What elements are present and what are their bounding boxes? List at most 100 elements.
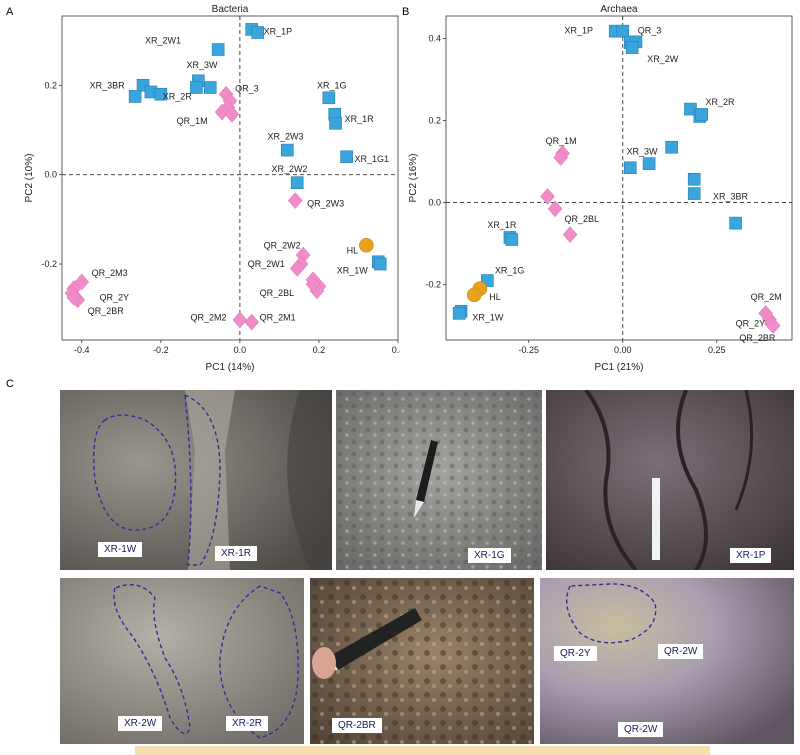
point-label: XR_1W bbox=[472, 312, 504, 322]
data-point-diamond bbox=[232, 311, 248, 329]
point-label: QR_2BL bbox=[564, 214, 599, 224]
x-tick-label: 0.2 bbox=[313, 345, 326, 355]
data-point-square bbox=[642, 157, 656, 170]
x-tick-label: 0.4 bbox=[392, 345, 400, 355]
photo-label: QR-2W bbox=[618, 722, 664, 737]
photo-label: XR-2R bbox=[226, 716, 269, 731]
x-tick-label: 0.0 bbox=[234, 345, 247, 355]
point-label: XR_2R bbox=[163, 91, 193, 101]
photo-label: QR-2BR bbox=[332, 718, 382, 733]
data-point-diamond bbox=[540, 188, 555, 205]
y-tick-label: -0.2 bbox=[425, 280, 441, 290]
point-label: XR_1P bbox=[564, 25, 593, 35]
y-tick-label: 0.0 bbox=[44, 170, 57, 180]
plot-frame bbox=[445, 15, 793, 341]
point-label: XR_3BR bbox=[90, 80, 126, 90]
photo-label: QR-2Y bbox=[554, 646, 597, 661]
point-label: QR_2Y bbox=[100, 293, 130, 303]
point-label: XR_3BR bbox=[713, 191, 749, 201]
data-point-square bbox=[505, 233, 519, 246]
data-point-square bbox=[616, 24, 630, 38]
data-point-square bbox=[695, 108, 709, 121]
point-label: QR_2M2 bbox=[190, 313, 226, 323]
bacteria-pca-chart: Bacteria -0.4 -0.2 0.0 0.2 0.4 -0.2 0.0 0.2 PC1 (… bbox=[24, 4, 400, 373]
x-axis-label: PC1 (21%) bbox=[595, 362, 644, 373]
point-label: HL bbox=[489, 292, 501, 302]
point-label: QR_2Y bbox=[736, 319, 766, 329]
photo-xr-2w-2r: XR-2W XR-2R bbox=[60, 578, 304, 744]
photo-label: XR-1G bbox=[468, 548, 511, 563]
data-point-square bbox=[322, 91, 336, 105]
data-point-diamond bbox=[214, 103, 230, 121]
y-axis-label: PC2 (10%) bbox=[24, 154, 35, 203]
point-label: XR_1G bbox=[317, 80, 347, 90]
photo-xr-1w-1r: XR-1W XR-1R bbox=[60, 390, 332, 570]
point-label: QR_2M1 bbox=[260, 313, 296, 323]
data-point-circle bbox=[359, 237, 374, 253]
rock-texture bbox=[60, 390, 332, 570]
data-point-square bbox=[729, 216, 742, 230]
point-label: XR_1R bbox=[345, 114, 375, 124]
data-point-square bbox=[687, 172, 701, 186]
data-point-circle bbox=[466, 287, 482, 303]
data-point-square bbox=[290, 176, 304, 189]
data-point-square bbox=[665, 140, 678, 154]
data-point-square bbox=[623, 161, 637, 175]
point-label: XR_3W bbox=[627, 146, 659, 156]
data-point-diamond bbox=[66, 289, 82, 306]
y-axis-label: PC2 (16%) bbox=[408, 154, 419, 203]
point-label: XR_2W2 bbox=[272, 164, 308, 174]
point-label: XR_1R bbox=[487, 220, 517, 230]
data-point-square bbox=[373, 257, 387, 271]
photo-xr-1g: XR-1G bbox=[336, 390, 542, 570]
data-point-square bbox=[281, 143, 294, 157]
photo-label: XR-1W bbox=[98, 542, 143, 557]
x-tick-label: -0.25 bbox=[518, 345, 539, 355]
point-label: QR_2BL bbox=[260, 288, 295, 298]
photo-label: XR-1P bbox=[730, 548, 772, 563]
panel-letter-b: B bbox=[402, 6, 410, 18]
data-point-square bbox=[329, 116, 342, 130]
x-tick-label: -0.4 bbox=[74, 345, 90, 355]
caption-strip bbox=[135, 746, 710, 755]
data-point-square bbox=[452, 307, 466, 320]
point-label: QR_2M3 bbox=[92, 268, 128, 278]
point-label: QR_2W2 bbox=[264, 240, 301, 250]
data-point-square bbox=[340, 150, 353, 164]
data-point-diamond bbox=[562, 226, 578, 243]
data-point-square bbox=[251, 26, 264, 39]
point-label: QR_2W3 bbox=[307, 199, 344, 209]
point-label: QR_1M bbox=[546, 136, 577, 146]
photo-qr-2y-2w: QR-2Y QR-2W QR-2W bbox=[540, 578, 794, 744]
data-point-square bbox=[128, 90, 142, 103]
x-axis-label: PC1 (14%) bbox=[206, 362, 255, 373]
plot-frame bbox=[61, 15, 399, 341]
rock-texture bbox=[310, 578, 534, 744]
x-tick-label: -0.2 bbox=[153, 345, 169, 355]
data-point-square bbox=[203, 81, 217, 94]
archaea-pca-chart: Archaea -0.25 0.00 0.25 -0.2 0.0 0.2 0.4 PC1 (21… bbox=[408, 4, 793, 373]
point-label: XR_1G1 bbox=[355, 154, 390, 164]
point-label: QR_2BR bbox=[88, 306, 125, 316]
x-tick-label: 0.25 bbox=[708, 345, 726, 355]
data-point-diamond bbox=[305, 275, 321, 293]
point-label: XR_2R bbox=[706, 97, 736, 107]
y-tick-label: 0.4 bbox=[428, 34, 441, 44]
data-point-square bbox=[625, 41, 639, 54]
data-point-diamond bbox=[244, 313, 260, 331]
data-point-diamond bbox=[289, 260, 305, 277]
point-label: XR_1P bbox=[264, 27, 293, 37]
point-label: QR_2M bbox=[751, 292, 782, 302]
point-label: XR_3W bbox=[187, 60, 219, 70]
point-label: XR_2W bbox=[647, 54, 679, 64]
y-tick-label: 0.0 bbox=[428, 198, 441, 208]
data-point-diamond bbox=[553, 149, 569, 166]
point-label: QR_2BR bbox=[739, 333, 776, 343]
point-label: XR_1G bbox=[495, 265, 525, 275]
point-label: QR_3 bbox=[638, 25, 662, 35]
data-point-diamond bbox=[224, 105, 240, 123]
point-label: QR_2W1 bbox=[248, 259, 285, 269]
x-tick-label: 0.00 bbox=[614, 345, 632, 355]
data-point-diamond bbox=[547, 200, 563, 218]
